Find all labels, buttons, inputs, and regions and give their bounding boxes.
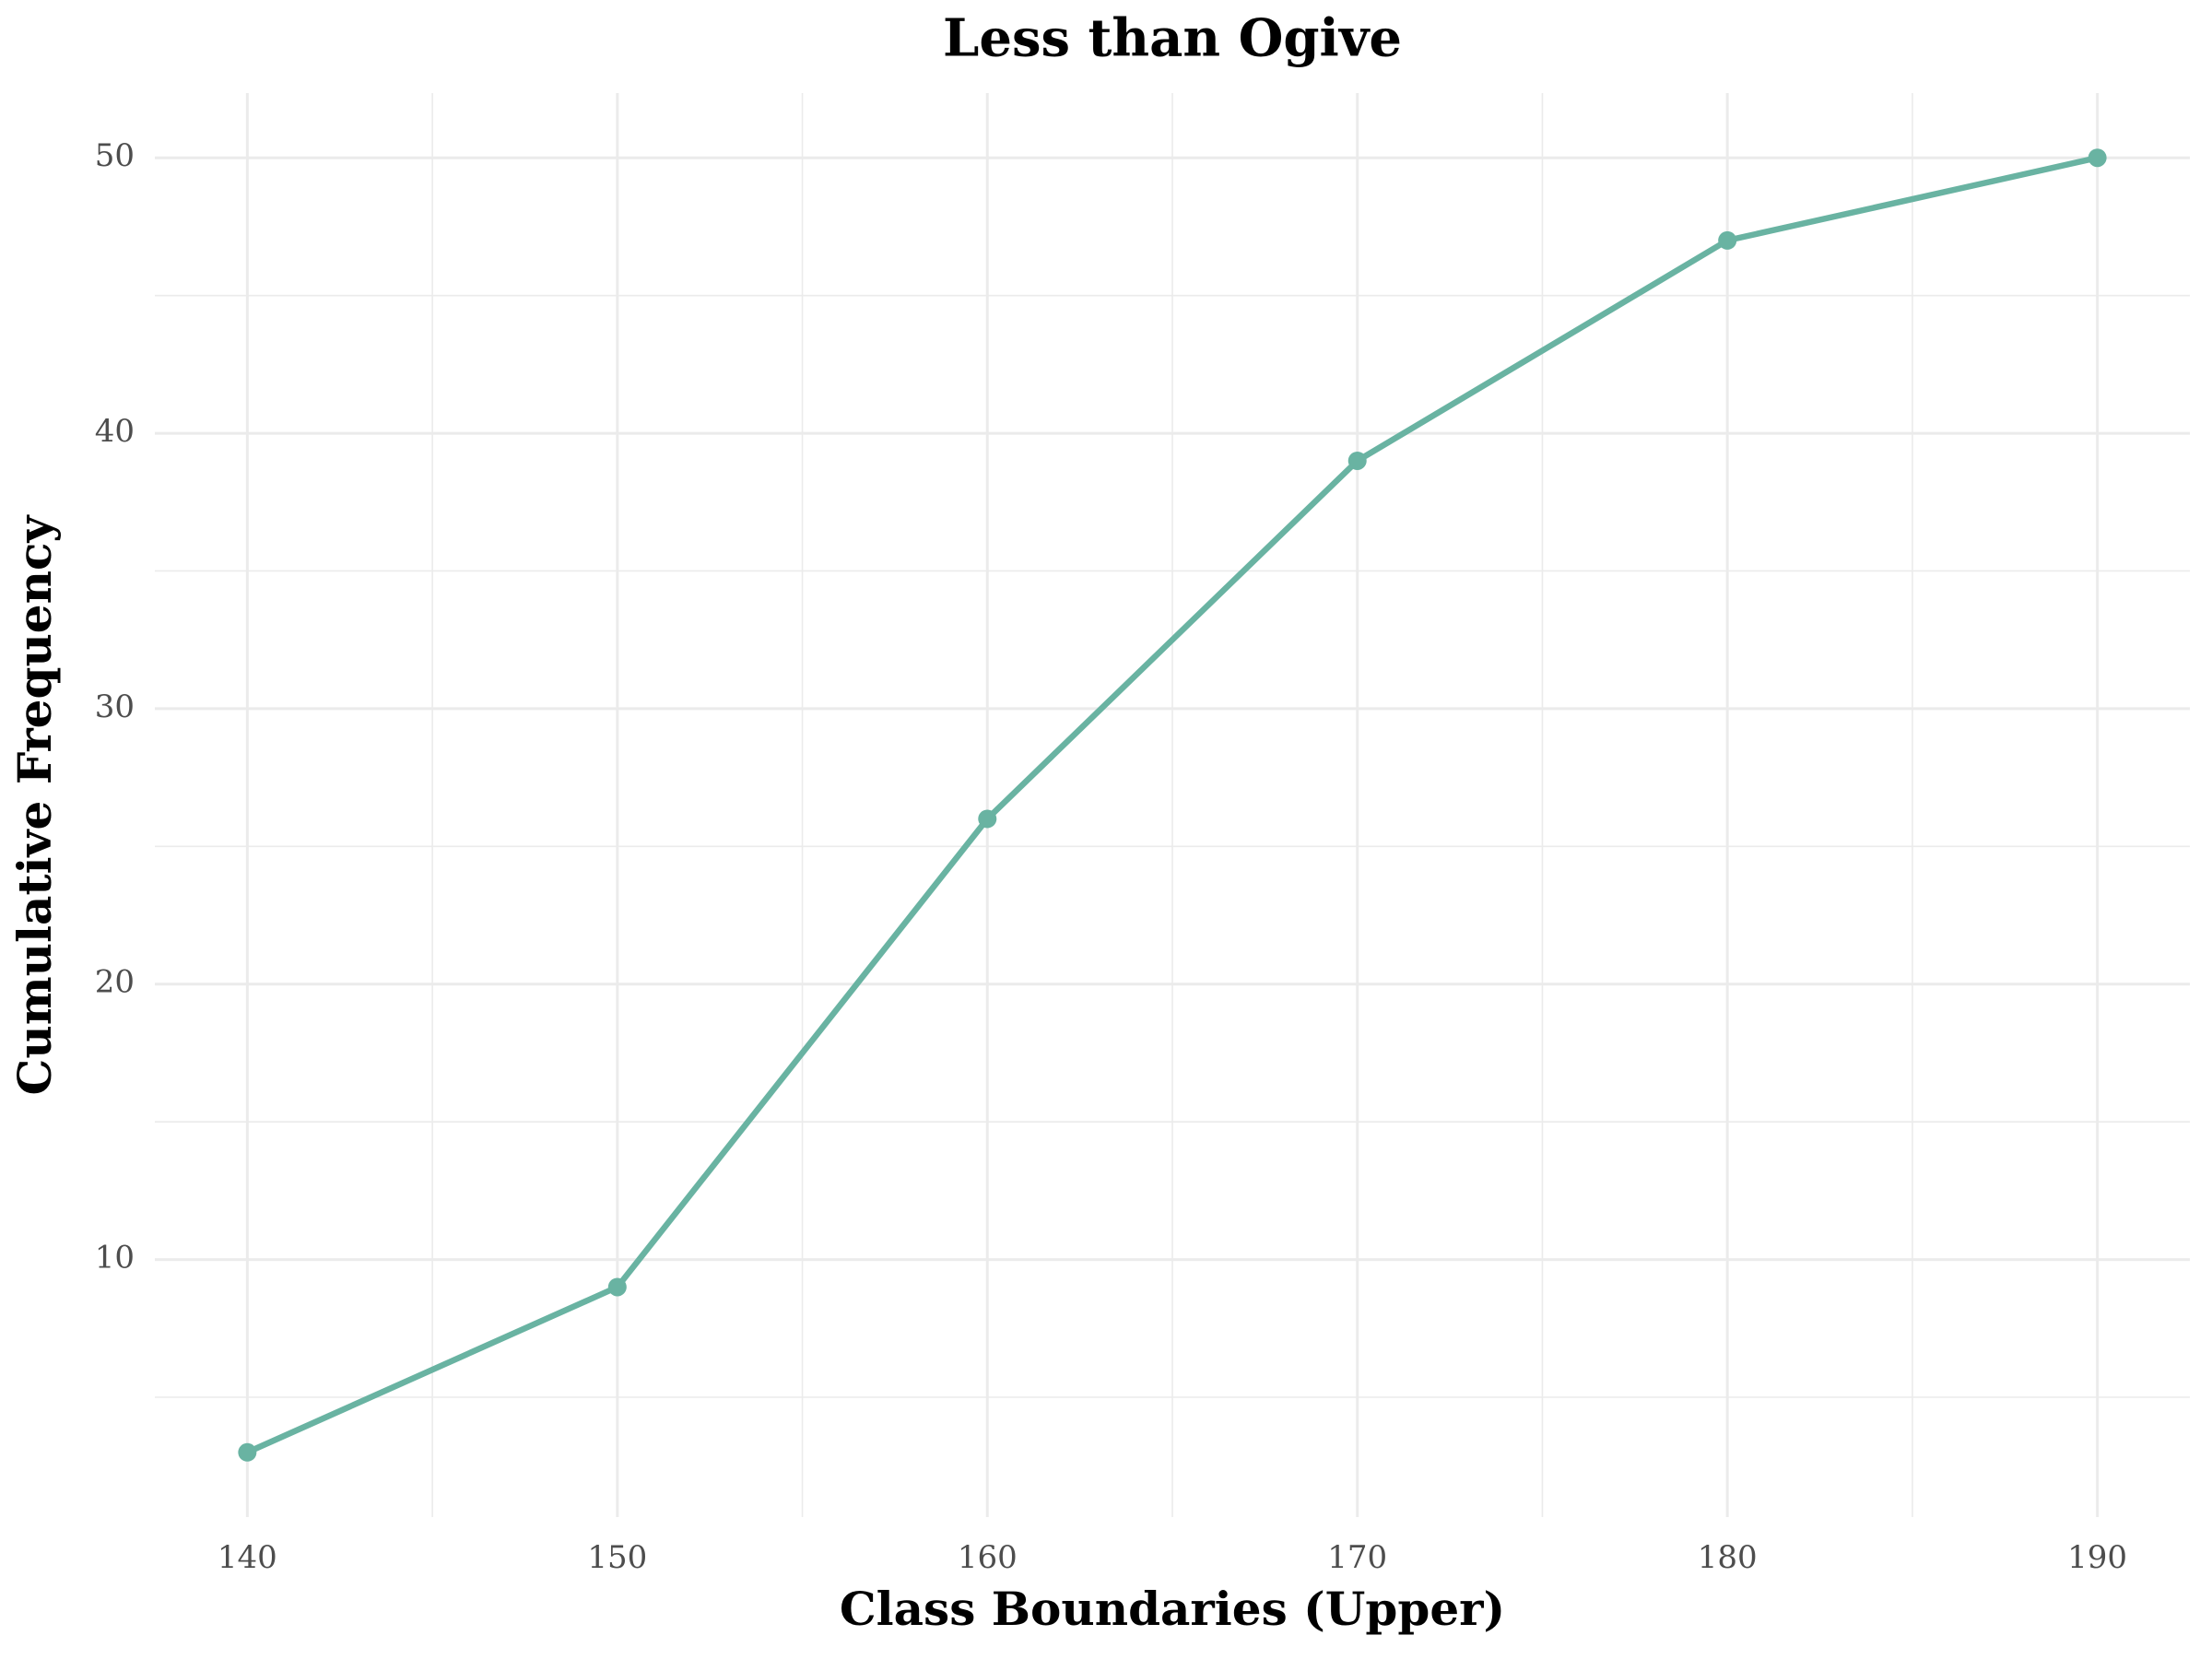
point [978, 809, 997, 829]
y-axis-label: Cumulative Frequency [7, 514, 62, 1096]
chart-title: Less than Ogive [943, 8, 1402, 69]
point [607, 1277, 627, 1297]
x-tick-label: 140 [218, 1539, 277, 1576]
x-tick-label: 180 [1698, 1539, 1758, 1576]
x-tick-label: 160 [958, 1539, 1018, 1576]
point [1347, 451, 1367, 470]
point [1718, 230, 1737, 250]
y-tick-label: 50 [95, 137, 135, 174]
x-tick-label: 170 [1327, 1539, 1387, 1576]
y-tick-label: 20 [95, 964, 135, 1001]
x-tick-label: 150 [587, 1539, 647, 1576]
point [238, 1442, 257, 1462]
y-tick-label: 40 [95, 413, 135, 450]
x-axis-label: Class Boundaries (Upper) [840, 1582, 1505, 1636]
x-tick-label: 190 [2067, 1539, 2127, 1576]
point [2088, 148, 2107, 168]
y-tick-label: 10 [95, 1240, 135, 1277]
line [246, 155, 2099, 1455]
y-tick-label: 30 [95, 688, 135, 725]
